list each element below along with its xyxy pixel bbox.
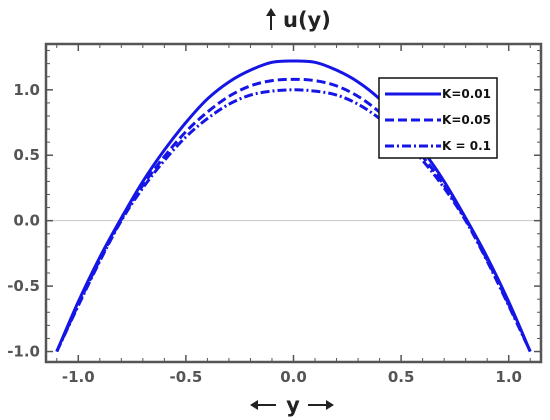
legend-label-3: K = 0.1: [442, 139, 491, 153]
x-axis-title: y: [286, 393, 300, 417]
y-tick-label: -1.0: [7, 343, 40, 361]
x-axis-right-arrowhead-icon: [326, 400, 334, 410]
y-axis-title-group: u(y): [266, 8, 331, 32]
y-tick-label: 0.0: [13, 212, 40, 230]
series-line-1: [55, 59, 532, 353]
y-axis-title: u(y): [283, 8, 331, 32]
x-tick-label: 1.0: [495, 368, 522, 386]
plot-area: -1.0 -0.5 0.0 0.5 1.0 -1.0 -0.5 0.0 0.5 1.0: [7, 42, 543, 386]
x-axis-left-arrowhead-icon: [250, 400, 258, 410]
y-tick-label: -0.5: [7, 277, 40, 295]
x-tick-label: 0.5: [388, 368, 415, 386]
y-tick-label: 1.0: [13, 81, 40, 99]
x-tick-label: -1.0: [62, 368, 95, 386]
y-tick-label: 0.5: [13, 146, 40, 164]
x-tick-label: -0.5: [169, 368, 202, 386]
x-axis-title-group: y: [250, 393, 334, 417]
series-line-3: [55, 88, 532, 353]
x-tick-label: 0.0: [280, 368, 307, 386]
legend-label-1: K=0.01: [442, 87, 491, 101]
legend: K=0.01 K=0.05 K = 0.1: [378, 77, 498, 159]
legend-label-2: K=0.05: [442, 113, 491, 127]
y-axis-arrowhead-icon: [266, 8, 276, 16]
